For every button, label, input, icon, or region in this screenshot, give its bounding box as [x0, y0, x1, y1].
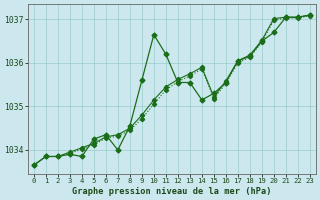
X-axis label: Graphe pression niveau de la mer (hPa): Graphe pression niveau de la mer (hPa)	[72, 187, 272, 196]
